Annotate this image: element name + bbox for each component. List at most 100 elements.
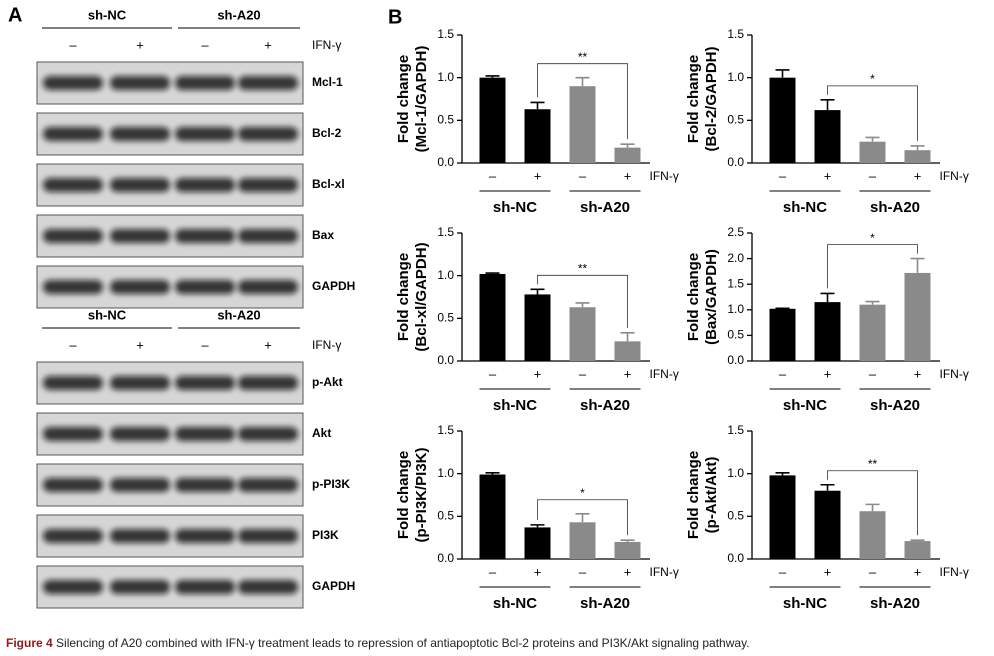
bar: [814, 302, 841, 361]
group-label: sh-NC: [783, 595, 827, 612]
blot-band: [43, 580, 103, 594]
y-axis-label: Fold change: [395, 253, 412, 341]
blot-row-label: p-PI3K: [312, 477, 350, 491]
blot-band: [43, 529, 103, 543]
group-label: sh-NC: [783, 397, 827, 414]
blot-band: [175, 580, 235, 594]
bar: [614, 541, 641, 559]
treatment-label: IFN-γ: [940, 565, 969, 579]
x-tick-label: –: [579, 564, 587, 579]
lane-label: –: [201, 337, 209, 352]
group-label: sh-A20: [870, 595, 920, 612]
y-axis-label: (Mcl-1/GAPDH): [413, 46, 430, 153]
group-label: sh-A20: [870, 199, 920, 216]
error-bar: [530, 288, 545, 295]
y-axis-label: (p-Akt/Akt): [703, 457, 720, 534]
blot-band: [238, 478, 298, 492]
bar: [614, 341, 641, 361]
y-axis-label: Fold change: [395, 55, 412, 143]
y-axis-label: Fold change: [685, 253, 702, 341]
x-tick-label: +: [624, 366, 632, 381]
x-tick-label: +: [534, 366, 542, 381]
group-label: sh-NC: [88, 307, 127, 322]
blot-band: [110, 280, 170, 294]
blot-band: [110, 427, 170, 441]
blot-band: [175, 529, 235, 543]
error-bar: [575, 302, 590, 308]
y-tick-label: 1.5: [437, 423, 454, 437]
blot-band: [175, 76, 235, 90]
error-bar: [530, 524, 545, 528]
blot-band: [110, 127, 170, 141]
x-tick-label: +: [914, 366, 922, 381]
x-tick-label: –: [579, 366, 587, 381]
x-tick-label: –: [489, 168, 497, 183]
x-tick-label: +: [824, 366, 832, 381]
x-tick-label: –: [779, 366, 787, 381]
bar: [479, 474, 506, 559]
blot-band: [238, 280, 298, 294]
error-bar: [775, 69, 790, 78]
y-tick-label: 1.0: [727, 70, 744, 84]
y-tick-label: 0.0: [727, 155, 744, 169]
blot-band: [43, 76, 103, 90]
bar: [769, 308, 796, 361]
caption-text: Silencing of A20 combined with IFN-γ tre…: [56, 636, 750, 650]
blot-band: [43, 178, 103, 192]
group-label: sh-A20: [580, 199, 630, 216]
blot-row-label: Bcl-xl: [312, 177, 345, 191]
bar: [524, 527, 551, 559]
group-label: sh-NC: [493, 397, 537, 414]
x-tick-label: +: [824, 168, 832, 183]
error-bar: [865, 503, 880, 512]
blot-row-label: Akt: [312, 426, 331, 440]
bar: [769, 475, 796, 559]
treatment-label: IFN-γ: [650, 367, 679, 381]
x-tick-label: –: [779, 564, 787, 579]
x-tick-label: –: [869, 168, 877, 183]
error-bar: [910, 145, 925, 151]
x-tick-label: –: [489, 366, 497, 381]
blot-band: [175, 280, 235, 294]
error-bar: [620, 332, 635, 342]
x-tick-label: +: [534, 168, 542, 183]
blot-band: [110, 376, 170, 390]
y-tick-label: 1.5: [437, 225, 454, 239]
treatment-label: IFN-γ: [650, 169, 679, 183]
error-bar: [910, 539, 925, 542]
significance-label: *: [870, 231, 875, 245]
treatment-label: IFN-γ: [312, 338, 341, 352]
y-tick-label: 1.5: [727, 276, 744, 290]
significance-bracket: [827, 470, 918, 536]
y-tick-label: 1.5: [727, 423, 744, 437]
y-tick-label: 2.0: [727, 251, 744, 265]
y-axis-label: (Bax/GAPDH): [703, 249, 720, 345]
bar: [479, 273, 506, 361]
blot-band: [43, 427, 103, 441]
error-bar: [775, 472, 790, 476]
lane-label: +: [136, 37, 144, 52]
group-label: sh-NC: [493, 595, 537, 612]
significance-bracket: [537, 63, 628, 140]
y-tick-label: 0.5: [437, 311, 454, 325]
error-bar: [620, 143, 635, 148]
y-axis-label: Fold change: [685, 451, 702, 539]
group-label: sh-NC: [493, 199, 537, 216]
blot-band: [43, 229, 103, 243]
bar: [859, 141, 886, 163]
blot-band: [175, 178, 235, 192]
y-tick-label: 0.5: [727, 509, 744, 523]
y-tick-label: 0.0: [437, 155, 454, 169]
figure: A B sh-NC sh-A20– + – + IFN-γMcl-1Bcl-2Bcl-xl…: [8, 4, 969, 612]
y-tick-label: 1.5: [437, 27, 454, 41]
error-bar: [910, 257, 925, 273]
group-label: sh-A20: [217, 307, 260, 322]
x-tick-label: –: [779, 168, 787, 183]
group-label: sh-NC: [783, 199, 827, 216]
error-bar: [820, 483, 835, 491]
x-tick-label: +: [534, 564, 542, 579]
x-tick-label: –: [579, 168, 587, 183]
lane-label: +: [264, 37, 272, 52]
bar: [814, 110, 841, 163]
